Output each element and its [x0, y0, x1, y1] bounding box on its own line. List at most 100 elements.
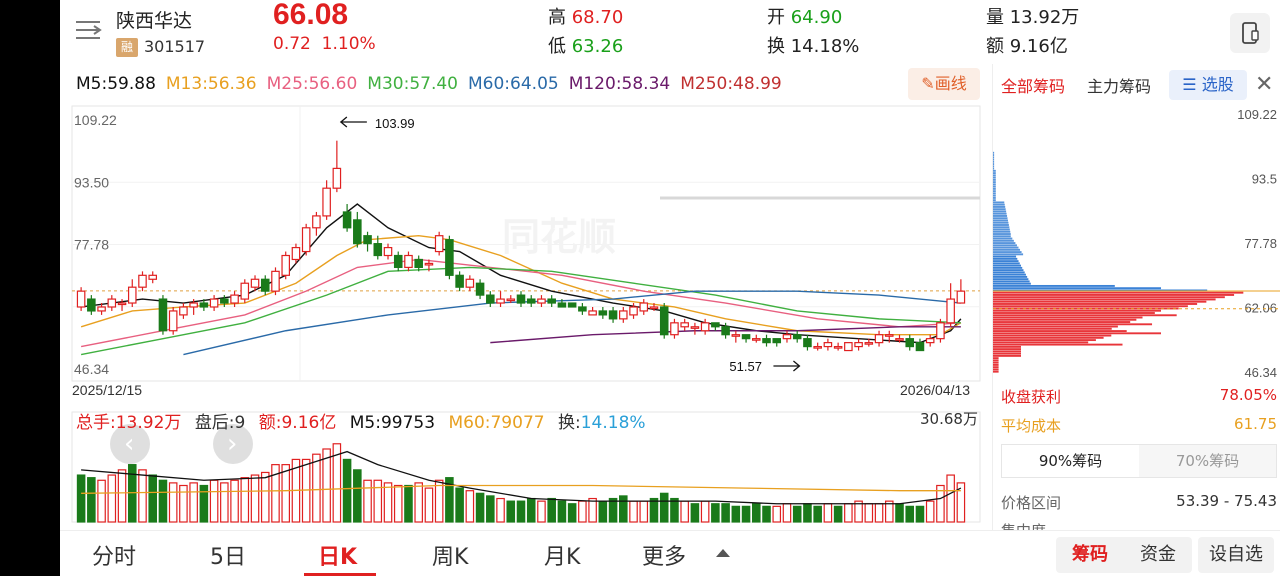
- candle-up: [629, 306, 638, 316]
- seg-90-chips[interactable]: 90%筹码: [1002, 445, 1139, 477]
- chip-bar-profit: [993, 359, 999, 362]
- volume-bar-down: [833, 505, 843, 523]
- candle-up: [76, 290, 86, 308]
- landscape-toggle-button[interactable]: [1230, 13, 1270, 53]
- back-menu-icon[interactable]: [74, 18, 102, 42]
- tab-5day[interactable]: 5日: [210, 545, 246, 570]
- chip-bar-profit: [993, 291, 1244, 294]
- chip-bar-loss: [993, 156, 995, 159]
- volume-bar-down: [690, 503, 700, 523]
- chip-bar-profit: [993, 370, 999, 373]
- chip-bar-loss: [993, 239, 1014, 242]
- kline-chart[interactable]: 同花顺 109.22 93.50 77.78 46.34 2025/12/15 2026/0…: [60, 104, 990, 524]
- candle-down: [373, 243, 383, 257]
- scroll-left-icon[interactable]: [110, 424, 150, 464]
- candle-down: [342, 211, 352, 229]
- chip-bar-loss: [993, 215, 1008, 217]
- volume-bar-up: [363, 479, 372, 523]
- chip-bar-profit: [993, 312, 1155, 314]
- ma-legend-item: M5:59.88: [76, 74, 156, 94]
- candle-down: [158, 298, 168, 332]
- seg-70-chips[interactable]: 70%筹码: [1175, 452, 1240, 470]
- tab-all-chips[interactable]: 全部筹码: [1001, 77, 1066, 96]
- high-value: 68.70: [571, 7, 624, 28]
- add-favorite-button[interactable]: 设自选: [1198, 537, 1274, 573]
- volume-label: 量: [986, 7, 1004, 28]
- tab-monthly-k[interactable]: 月K: [544, 545, 581, 570]
- volume-panel-frame: [71, 411, 981, 523]
- chip-bar-profit: [993, 323, 1153, 326]
- volume-bar-up: [434, 479, 444, 523]
- volume-bar-up: [312, 453, 321, 523]
- capital-button[interactable]: 资金: [1140, 544, 1176, 565]
- candle-up: [301, 227, 311, 253]
- candle-down: [414, 258, 423, 268]
- candle-down: [762, 338, 771, 344]
- vol-total: 总手:13.92万: [76, 413, 182, 433]
- chip-bar-loss: [993, 203, 1005, 206]
- volume-bar-up: [925, 500, 935, 523]
- chip-bar-profit: [993, 368, 999, 371]
- volume-bar-up: [844, 503, 853, 523]
- volume-bar-down: [455, 487, 464, 523]
- chip-bar-profit: [993, 294, 1235, 296]
- candle-down: [363, 235, 372, 245]
- candle-up: [168, 310, 178, 332]
- candle-down: [567, 302, 577, 308]
- avg-cost-value: 61.75: [1234, 415, 1277, 433]
- ma120-line: [490, 326, 961, 344]
- chip-bar-loss: [993, 174, 996, 177]
- chip-bar-loss: [993, 196, 996, 199]
- chip-bar-profit: [993, 314, 1177, 317]
- price-axis-label: 93.50: [74, 174, 109, 190]
- volume-bar-up: [946, 474, 955, 523]
- profit-value: 78.05%: [1219, 386, 1277, 404]
- chip-bar-loss: [993, 201, 1005, 204]
- tab-daily-k[interactable]: 日K: [318, 545, 358, 570]
- chip-bar-profit: [993, 336, 1104, 339]
- ma60-line: [183, 290, 961, 356]
- close-icon[interactable]: ✕: [1255, 72, 1274, 97]
- candle-down: [87, 298, 96, 312]
- volume-bar-down: [506, 500, 516, 523]
- tab-more[interactable]: 更多: [642, 545, 687, 570]
- volume-bar-down: [547, 497, 556, 523]
- candle-up: [874, 334, 884, 344]
- chip-bar-profit: [993, 305, 1188, 308]
- volume-bar-up: [639, 500, 649, 523]
- candle-up: [700, 322, 710, 332]
- volume-bar-up: [117, 469, 127, 523]
- chip-percent-toggle: 90%筹码 70%筹码: [1001, 444, 1277, 478]
- volume-bar-up: [854, 500, 863, 523]
- candle-up: [844, 342, 853, 352]
- draw-line-button[interactable]: ✎画线: [908, 68, 980, 100]
- chip-bar-loss: [993, 284, 1115, 287]
- chip-bar-loss: [993, 228, 1010, 231]
- volume-bar-up: [240, 477, 250, 523]
- ma-legend-item: M250:48.99: [680, 74, 782, 94]
- candle-up: [179, 306, 188, 316]
- volume-bar-down: [741, 505, 751, 523]
- volume-bar-down: [792, 505, 802, 523]
- volume-bar-down: [803, 503, 812, 523]
- tab-weekly-k[interactable]: 周K: [432, 545, 469, 570]
- chip-axis-label: 77.78: [1244, 236, 1277, 251]
- candle-up: [434, 235, 444, 253]
- chip-bar-loss: [993, 181, 996, 184]
- chip-bar-loss: [993, 257, 1018, 260]
- tab-main-chips[interactable]: 主力筹码: [1087, 77, 1152, 96]
- low-arrow-head: [793, 360, 801, 372]
- ma25-line: [80, 258, 961, 348]
- caret-up-icon[interactable]: [716, 549, 730, 557]
- chips-button[interactable]: 筹码: [1072, 544, 1108, 565]
- candle-up: [322, 187, 331, 217]
- volume-bar-up: [138, 469, 147, 523]
- pick-stock-button[interactable]: ☰ 选股: [1169, 70, 1247, 100]
- chip-bar-loss: [993, 246, 1019, 249]
- chip-bar-loss: [993, 178, 996, 181]
- volume-bar-up: [956, 482, 966, 523]
- chip-bar-loss: [993, 210, 1007, 213]
- scroll-right-icon[interactable]: [213, 424, 253, 464]
- high-stat: 高 68.70: [548, 3, 623, 29]
- tab-fenshi[interactable]: 分时: [92, 545, 137, 570]
